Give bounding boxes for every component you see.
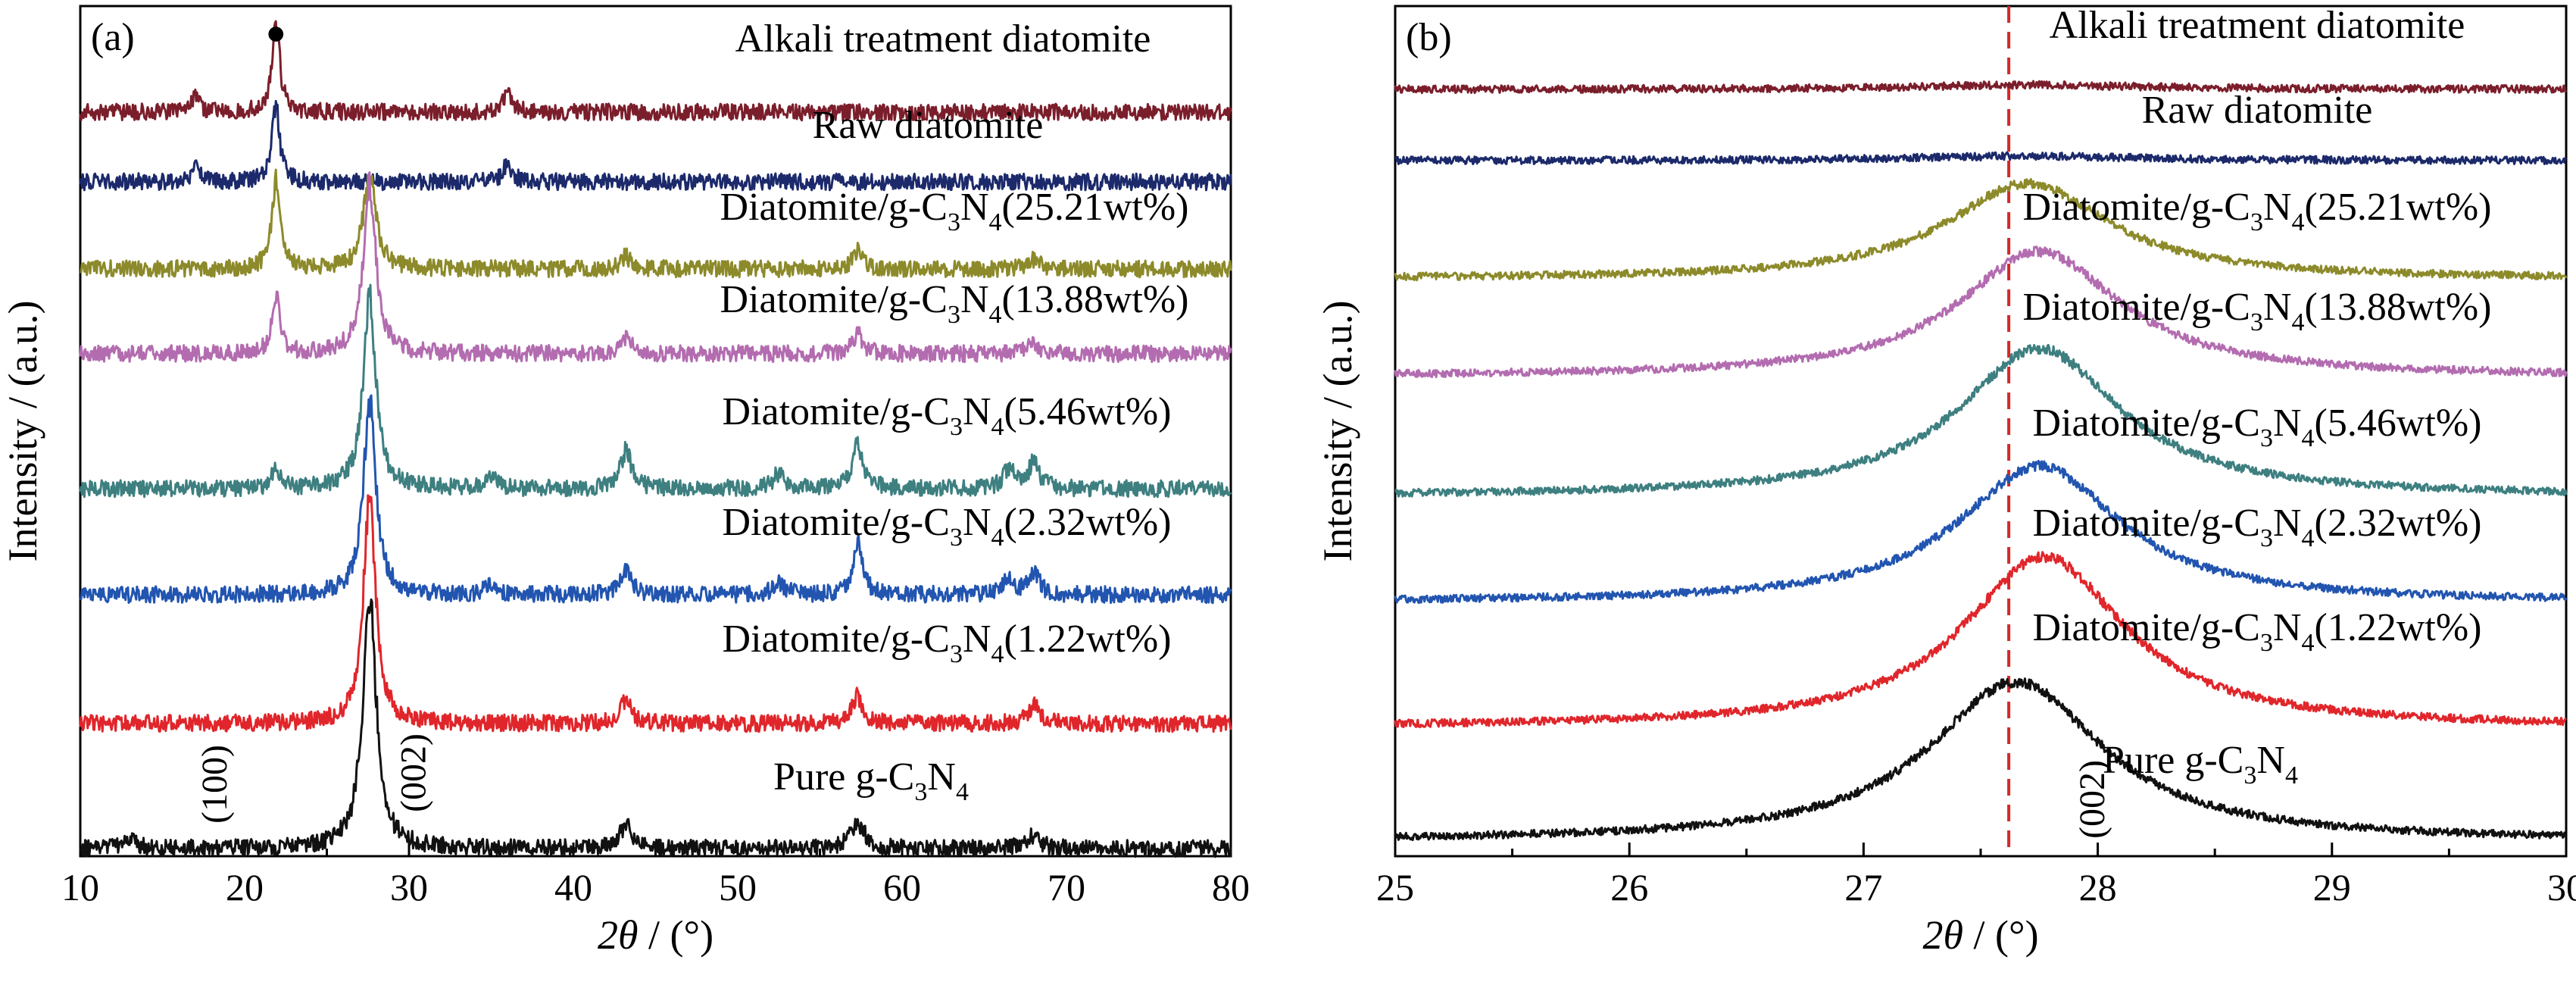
series-line (79, 598, 1232, 858)
series-line (1394, 343, 2568, 498)
series-label: Raw diatomite (813, 104, 1044, 147)
series-label: Pure g-C3N4 (773, 755, 969, 806)
x-tick-label: 80 (1212, 866, 1250, 908)
series-label: Diatomite/g-C3N4(13.88wt%) (720, 278, 1189, 329)
series-label: Diatomite/g-C3N4(25.21wt%) (720, 186, 1189, 236)
series-label: Diatomite/g-C3N4(2.32wt%) (2033, 502, 2482, 552)
series-label: Diatomite/g-C3N4(5.46wt%) (723, 390, 1172, 441)
x-axis-title: 2θ / (°) (1922, 912, 2038, 958)
series-line (79, 20, 1232, 122)
panel-a: 10 20 30 40 50 60 70 80 2θ / (°) Intensity / (a.u… (0, 5, 1250, 958)
y-axis-title: Intensity / (a.u.) (1315, 301, 1360, 562)
x-axis-title: 2θ / (°) (598, 912, 713, 958)
series-line (79, 99, 1232, 192)
miller-index-annotation: (002) (394, 733, 434, 812)
series-line (79, 394, 1232, 605)
series-label: Diatomite/g-C3N4(2.32wt%) (723, 501, 1172, 552)
x-tick-label: 30 (390, 866, 428, 908)
miller-index-annotation: (100) (195, 745, 235, 824)
x-tick-label: 27 (1844, 866, 1882, 908)
series-line (79, 171, 1232, 364)
x-tick-label: 30 (2547, 866, 2576, 908)
x-tick-label: 29 (2313, 866, 2351, 908)
x-tick-label: 40 (554, 866, 592, 908)
series-line (79, 283, 1232, 499)
series-line (1394, 459, 2568, 604)
x-tick-label: 10 (61, 866, 99, 908)
series-line (1394, 80, 2568, 95)
x-tick-label: 60 (883, 866, 921, 908)
series-label: Diatomite/g-C3N4(1.22wt%) (2033, 606, 2482, 657)
x-tick-label: 50 (719, 866, 757, 908)
series-line (1394, 677, 2568, 842)
series-label: Diatomite/g-C3N4(13.88wt%) (2023, 286, 2492, 336)
x-tick-label: 28 (2079, 866, 2117, 908)
series-line (1394, 151, 2567, 165)
series-label: Alkali treatment diatomite (2050, 4, 2465, 47)
y-axis-title: Intensity / (a.u.) (0, 301, 45, 562)
panel-tag: (b) (1406, 16, 1452, 59)
x-tick-label: 70 (1048, 866, 1085, 908)
x-tick-label: 26 (1610, 866, 1648, 908)
series-label: Diatomite/g-C3N4(1.22wt%) (723, 618, 1172, 668)
miller-index-annotation: (002) (2072, 760, 2112, 839)
series-label: Alkali treatment diatomite (735, 17, 1151, 61)
panel-b: 25 26 27 28 29 30 2θ / (°) Intensity / (a.u.) (b… (1315, 4, 2576, 958)
series-line (80, 168, 1232, 279)
series-line (1394, 551, 2567, 729)
series-label: Diatomite/g-C3N4(5.46wt%) (2033, 402, 2482, 452)
panel-tag: (a) (91, 16, 135, 59)
series-label: Pure g-C3N4 (2103, 739, 2298, 790)
x-tick-label: 25 (1376, 866, 1414, 908)
peak-marker: ● (265, 13, 286, 52)
series-line (1394, 245, 2568, 379)
series-label: Diatomite/g-C3N4(25.21wt%) (2023, 186, 2492, 236)
series-label: Raw diatomite (2142, 89, 2373, 132)
x-tick-label: 20 (226, 866, 264, 908)
series-line (79, 494, 1232, 733)
series-line (1394, 178, 2568, 282)
